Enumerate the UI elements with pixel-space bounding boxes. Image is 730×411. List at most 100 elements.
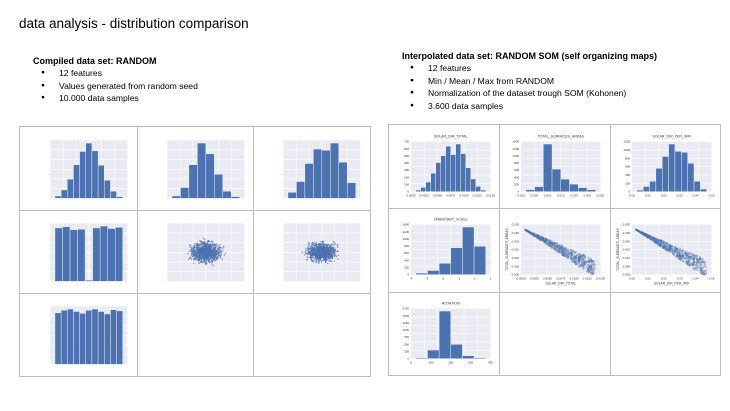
scatter-point	[331, 250, 333, 253]
chart-svg	[50, 140, 128, 199]
scatter-point	[692, 255, 695, 258]
y-tick-label: 700	[404, 140, 409, 144]
left-panel-title: Compiled data set: RANDOM	[33, 56, 157, 66]
scatter-point	[194, 258, 196, 260]
histogram-bar	[552, 168, 562, 192]
x-tick-label: 0.04	[692, 194, 698, 198]
scatter-point	[206, 242, 208, 244]
scatter-point	[678, 248, 681, 250]
scatter-point	[203, 260, 205, 262]
x-tick-label: 0.005	[531, 194, 539, 198]
scatter-point	[334, 260, 336, 262]
histogram-bar	[79, 313, 86, 365]
histogram-bar	[438, 263, 451, 276]
scatter-point	[212, 247, 214, 249]
y-tick-label: 0.015	[622, 248, 630, 252]
scatter-point	[652, 239, 655, 241]
scatter-point	[194, 253, 197, 255]
scatter-point	[213, 251, 215, 254]
scatter-point	[201, 246, 203, 249]
histogram-bar	[338, 162, 348, 199]
scatter-point	[318, 262, 320, 264]
scatter-point	[681, 260, 684, 263]
scatter-point	[564, 252, 567, 255]
x-tick-label: 0.000	[518, 194, 526, 198]
scatter-point	[314, 246, 316, 248]
scatter-point	[694, 264, 697, 267]
histogram-bar	[115, 227, 123, 282]
x-tick-label: 0.0100	[570, 277, 579, 281]
scatter-point	[658, 244, 661, 247]
scatter-point	[202, 237, 204, 240]
scatter-point	[590, 260, 593, 263]
y-tick-label: 0.010	[512, 256, 520, 260]
scatter-point	[329, 249, 332, 251]
histogram-bar	[73, 164, 80, 199]
scatter-point	[332, 247, 334, 249]
x-tick-label: 0.03	[676, 194, 682, 198]
scatter-point	[210, 251, 213, 254]
scatter-point	[676, 251, 679, 254]
scatter-point	[331, 244, 334, 246]
scatter-point	[200, 257, 203, 260]
histogram-bar	[330, 142, 340, 199]
x-tick-label: 0	[474, 277, 476, 281]
scatter-point	[591, 268, 594, 271]
scatter-point	[549, 240, 552, 243]
scatter-point	[640, 232, 643, 234]
scatter-point	[530, 232, 533, 234]
histogram-bar	[213, 174, 223, 199]
chart-title: SOLAR_DIR_PER_SRF	[652, 135, 692, 139]
x-tick-label: 1	[490, 277, 492, 281]
scatter-point	[305, 252, 307, 254]
left-bullet: 10.000 data samples	[33, 92, 198, 105]
scatter-point	[335, 251, 338, 253]
scatter-point	[310, 247, 313, 250]
y-tick-label: 0.015	[512, 248, 520, 252]
y-tick-label: 0.030	[622, 223, 630, 227]
scatter-point	[671, 251, 674, 254]
scatter-point	[211, 244, 213, 246]
histogram-bar	[230, 196, 240, 199]
scatter-point	[530, 233, 533, 235]
histogram-bar	[674, 151, 682, 192]
x-tick-label: -1	[457, 277, 460, 281]
x-tick-label: 0.010	[544, 194, 552, 198]
scatter-point	[641, 232, 644, 235]
histogram-bar	[288, 192, 298, 199]
scatter-point	[321, 242, 324, 245]
scatter-point	[223, 254, 225, 257]
scatter-point	[698, 258, 701, 261]
histogram-bar	[85, 142, 93, 199]
scatter-point	[590, 266, 592, 269]
histogram-bar	[296, 181, 306, 199]
histogram-bar	[667, 143, 675, 192]
x-axis-label: SOLAR_DIR_PER_SRF	[654, 282, 690, 286]
scatter-point	[200, 247, 202, 250]
scatter-point	[544, 238, 547, 241]
scatter-point	[302, 251, 304, 253]
histogram-bar	[475, 186, 481, 192]
scatter-point	[211, 254, 213, 256]
scatter-point	[321, 252, 324, 254]
scatter-point	[205, 260, 207, 263]
scatter-point	[592, 260, 595, 263]
scatter-point	[318, 242, 320, 245]
scatter-point	[332, 246, 334, 248]
scatter-point	[584, 263, 587, 265]
x-tick-label: 0.025	[584, 194, 592, 198]
histogram-bar	[642, 186, 650, 192]
scatter-point	[687, 257, 690, 260]
grid-divider	[389, 291, 720, 293]
y-tick-label: 0.020	[512, 240, 520, 244]
scatter-point	[561, 250, 564, 253]
scatter-point	[691, 262, 694, 265]
scatter-point	[195, 254, 197, 256]
scatter-point	[687, 255, 690, 258]
scatter-point	[319, 244, 322, 246]
x-tick-label: 0.015	[557, 194, 565, 198]
scatter-point	[568, 252, 571, 255]
right-chart-3: SOLAR_DIR_PER_SRF 0 200 400 600 800 1000 1200 0.…	[610, 125, 720, 208]
left-chart-4	[20, 210, 137, 293]
scatter-point	[195, 244, 198, 247]
